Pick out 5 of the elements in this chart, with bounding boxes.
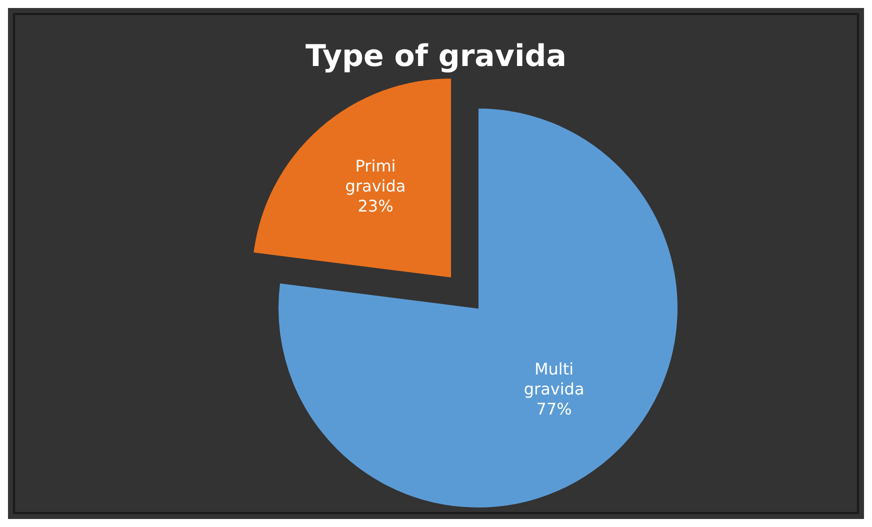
data-label: 23% bbox=[358, 196, 394, 216]
chart-title: Type of gravida bbox=[306, 39, 566, 74]
data-label: 77% bbox=[536, 399, 572, 418]
slice-label: Multi gravida bbox=[524, 359, 584, 398]
slice-label: Primi gravida bbox=[345, 156, 406, 196]
